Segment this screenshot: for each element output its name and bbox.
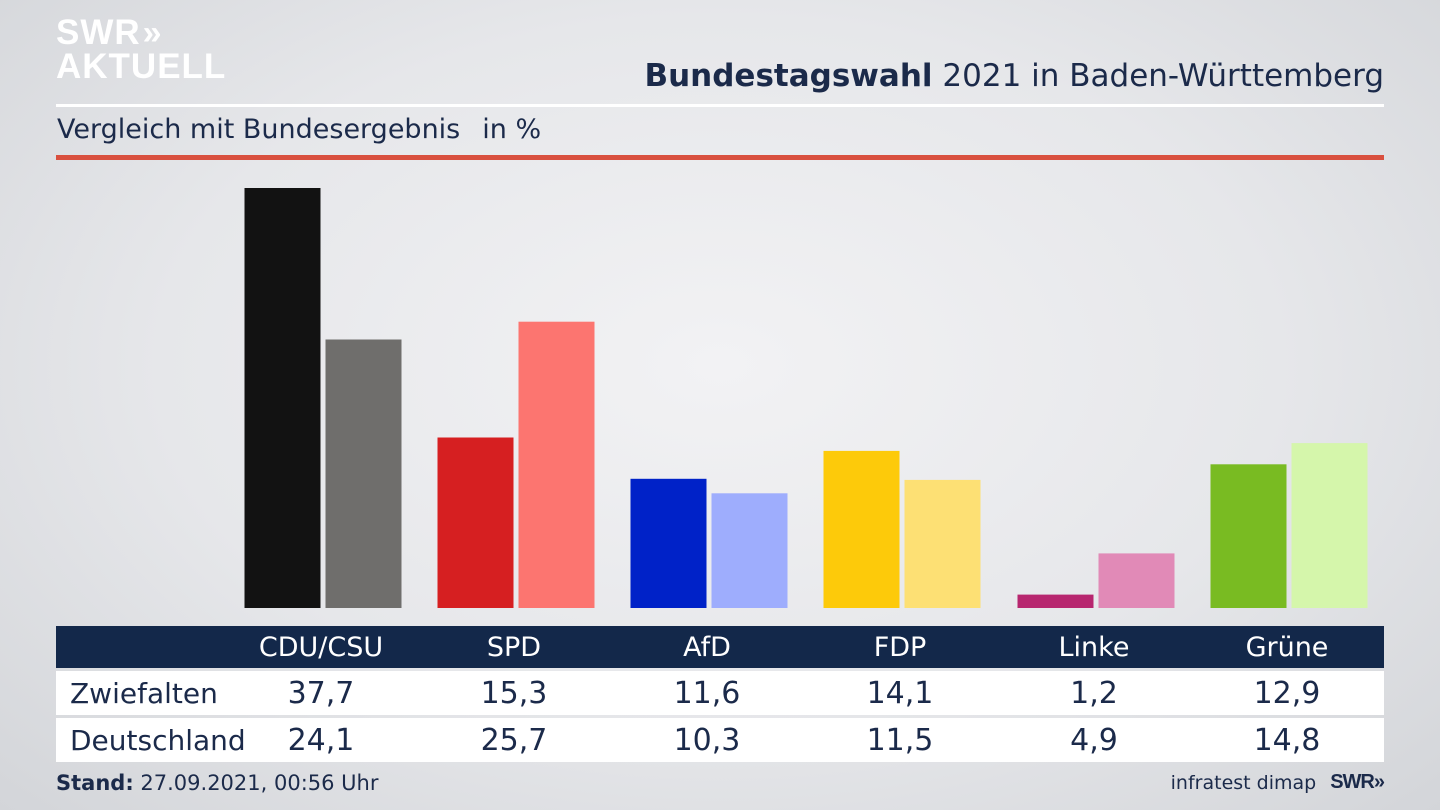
table-cell: 37,7 <box>287 675 355 711</box>
table-row: Zwiefalten 37,7 15,3 11,6 14,1 1,2 12,9 <box>56 671 1384 715</box>
bar-spd-zwiefalten <box>437 437 514 608</box>
source-text: infratest dimap <box>1170 771 1317 794</box>
table-cell: 10,3 <box>673 722 741 758</box>
table-cell: 15,3 <box>480 675 548 711</box>
logo-aktuell-text: AKTUELL <box>56 47 227 86</box>
column-header: Linke <box>1058 631 1130 663</box>
title-bold: Bundestagswahl <box>644 58 933 94</box>
bar-fdp-deutschland <box>904 479 981 608</box>
bar-fdp-zwiefalten <box>823 450 900 608</box>
bar-spd-deutschland <box>518 321 595 608</box>
title-rest: 2021 in Baden-Württemberg <box>932 58 1384 94</box>
page-title: Bundestagswahl 2021 in Baden-Württemberg <box>644 58 1384 94</box>
subtitle-text: Vergleich mit Bundesergebnis <box>57 114 461 145</box>
table-cell: 4,9 <box>1070 722 1118 758</box>
table-header-row: CDU/CSU SPD AfD FDP Linke Grüne <box>56 626 1384 668</box>
chart-subtitle: Vergleich mit Bundesergebnis in % <box>57 114 541 145</box>
table-cell: 25,7 <box>480 722 548 758</box>
column-header: CDU/CSU <box>258 631 384 663</box>
stand-value: 27.09.2021, 00:56 Uhr <box>133 771 379 795</box>
logo-swr-text: SWR <box>56 13 141 52</box>
table-cell: 12,9 <box>1253 675 1321 711</box>
table-cell: 14,1 <box>866 675 934 711</box>
table-cell: 1,2 <box>1070 675 1118 711</box>
header-divider <box>56 104 1384 107</box>
table-cell: 14,8 <box>1253 722 1321 758</box>
timestamp: Stand: 27.09.2021, 00:56 Uhr <box>56 771 379 795</box>
stand-label: Stand: <box>56 771 134 795</box>
table-cell: 11,5 <box>866 722 934 758</box>
bar-gr-ne-deutschland <box>1291 443 1368 608</box>
swr-aktuell-logo: SWR» AKTUELL <box>56 13 227 86</box>
bar-afd-zwiefalten <box>630 478 707 608</box>
row-label-deutschland: Deutschland <box>70 723 246 757</box>
table-cell: 11,6 <box>673 675 741 711</box>
results-table: CDU/CSU SPD AfD FDP Linke Grüne Zwiefalten 37… <box>56 626 1384 762</box>
row-label-zwiefalten: Zwiefalten <box>70 676 218 710</box>
column-header: AfD <box>683 631 731 663</box>
bar-afd-deutschland <box>711 493 788 608</box>
table-row: Deutschland 24,1 25,7 10,3 11,5 4,9 14,8 <box>56 718 1384 762</box>
column-header: SPD <box>486 631 542 663</box>
swr-brand-logo: SWR» <box>1330 771 1385 793</box>
source-credit: infratest dimap SWR» <box>1170 771 1385 794</box>
bar-cdu-csu-zwiefalten <box>244 188 321 608</box>
bar-linke-zwiefalten <box>1017 594 1094 608</box>
bar-linke-deutschland <box>1098 553 1175 608</box>
subtitle-unit: in % <box>482 114 542 145</box>
bar-gr-ne-zwiefalten <box>1210 464 1287 608</box>
subtitle-divider <box>56 155 1384 160</box>
column-header: Grüne <box>1245 631 1329 663</box>
table-cell: 24,1 <box>287 722 355 758</box>
bar-cdu-csu-deutschland <box>325 339 402 608</box>
column-header: FDP <box>873 631 927 663</box>
